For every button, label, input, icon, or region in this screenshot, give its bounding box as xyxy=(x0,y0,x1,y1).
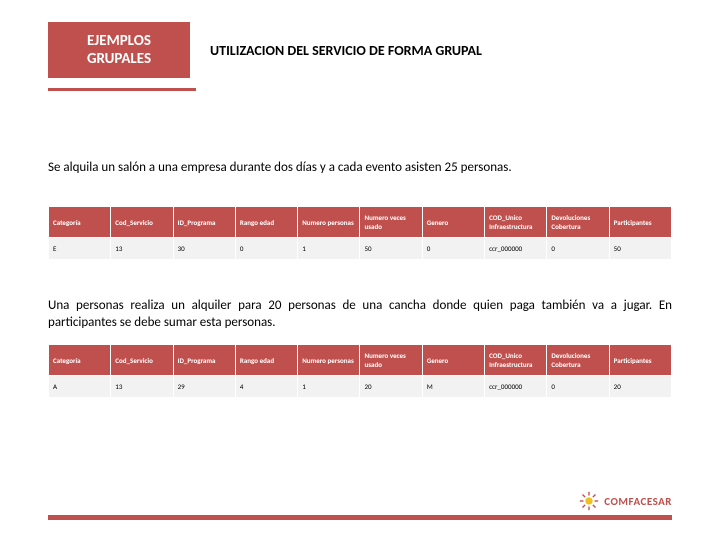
cell: 20 xyxy=(609,376,671,398)
cell: 4 xyxy=(235,376,297,398)
cell: 13 xyxy=(111,238,173,260)
table-row: E 13 30 0 1 50 0 ccr_000000 0 50 xyxy=(49,238,672,260)
cell: 1 xyxy=(298,376,360,398)
col-header: Genero xyxy=(422,345,484,376)
col-header: Cod_Servicio xyxy=(111,207,173,238)
cell: 50 xyxy=(609,238,671,260)
cell: 0 xyxy=(547,376,609,398)
col-header: COD_Unico Infraestructura xyxy=(485,207,547,238)
cell: 20 xyxy=(360,376,422,398)
intro-text-2: Una personas realiza un alquiler para 20… xyxy=(48,298,672,332)
header-block-line1: EJEMPLOS xyxy=(87,32,151,50)
footer-logo: COMFACESAR xyxy=(578,490,672,512)
col-header: Participantes xyxy=(609,345,671,376)
table-row: A 13 29 4 1 20 M ccr_000000 0 20 xyxy=(49,376,672,398)
col-header: Cod_Servicio xyxy=(111,345,173,376)
col-header: Devoluciones Cobertura xyxy=(547,207,609,238)
sun-icon xyxy=(578,490,600,512)
header-underline xyxy=(48,88,196,91)
col-header: Numero personas xyxy=(298,207,360,238)
col-header: COD_Unico Infraestructura xyxy=(485,345,547,376)
intro-text-1: Se alquila un salón a una empresa durant… xyxy=(48,160,672,177)
header-block: EJEMPLOS GRUPALES xyxy=(48,22,190,78)
cell: M xyxy=(422,376,484,398)
col-header: Rango edad xyxy=(235,207,297,238)
col-header: Categoría xyxy=(49,345,111,376)
cell: 1 xyxy=(298,238,360,260)
col-header: Rango edad xyxy=(235,345,297,376)
footer-bar xyxy=(48,515,672,520)
col-header: Genero xyxy=(422,207,484,238)
cell: 0 xyxy=(422,238,484,260)
header-block-line2: GRUPALES xyxy=(87,50,151,68)
cell: 13 xyxy=(111,376,173,398)
col-header: Categoría xyxy=(49,207,111,238)
data-table-2: Categoría Cod_Servicio ID_Programa Rango… xyxy=(48,344,672,398)
table-header-row: Categoría Cod_Servicio ID_Programa Rango… xyxy=(49,207,672,238)
col-header: Numero veces usado xyxy=(360,207,422,238)
cell: A xyxy=(49,376,111,398)
cell: ccr_000000 xyxy=(485,238,547,260)
cell: 29 xyxy=(173,376,235,398)
table-header-row: Categoría Cod_Servicio ID_Programa Rango… xyxy=(49,345,672,376)
logo-text: COMFACESAR xyxy=(604,495,672,508)
cell: 0 xyxy=(235,238,297,260)
cell: 0 xyxy=(547,238,609,260)
cell: E xyxy=(49,238,111,260)
col-header: ID_Programa xyxy=(173,207,235,238)
col-header: Participantes xyxy=(609,207,671,238)
cell: ccr_000000 xyxy=(485,376,547,398)
col-header: Numero veces usado xyxy=(360,345,422,376)
cell: 50 xyxy=(360,238,422,260)
col-header: ID_Programa xyxy=(173,345,235,376)
cell: 30 xyxy=(173,238,235,260)
col-header: Numero personas xyxy=(298,345,360,376)
data-table-1: Categoría Cod_Servicio ID_Programa Rango… xyxy=(48,206,672,260)
col-header: Devoluciones Cobertura xyxy=(547,345,609,376)
page-title: UTILIZACION DEL SERVICIO DE FORMA GRUPAL xyxy=(210,42,482,59)
